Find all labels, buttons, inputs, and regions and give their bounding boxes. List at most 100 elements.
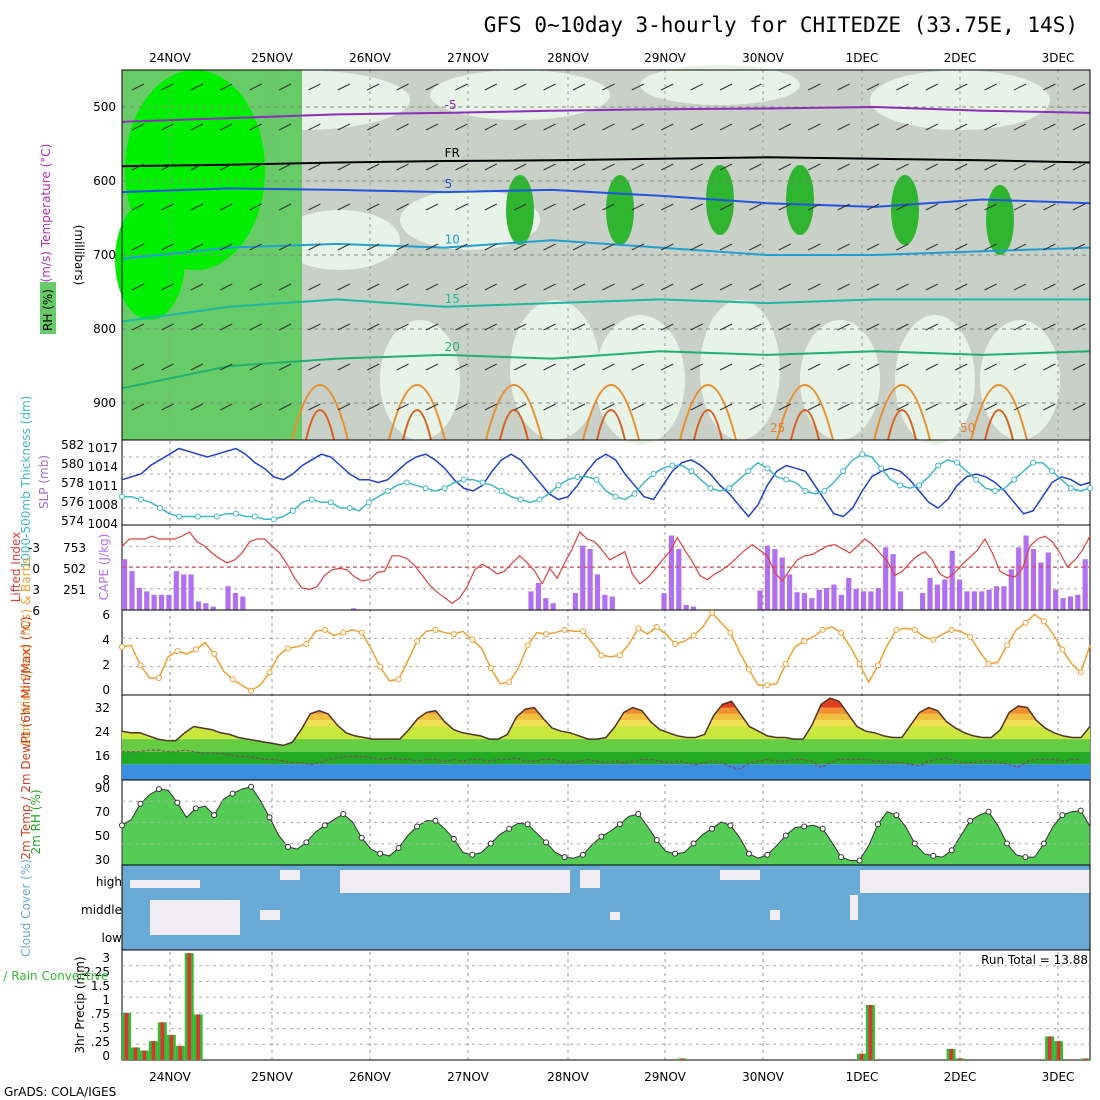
rh-point <box>985 808 992 815</box>
wind-barb <box>337 363 351 371</box>
wind-barb <box>778 403 792 411</box>
cape-bar <box>942 579 948 610</box>
wind-barb <box>984 243 997 251</box>
rh-moist-cell <box>506 175 534 245</box>
wind-barb <box>337 403 351 411</box>
wind-barb <box>131 403 145 411</box>
rh-point <box>155 786 162 793</box>
wind-barb <box>484 403 498 411</box>
slp-panel-frame <box>121 439 1091 526</box>
temp-band <box>122 739 1090 752</box>
cape-bar <box>1016 547 1022 610</box>
rh-point <box>506 825 513 832</box>
rh-point <box>303 839 310 846</box>
cape-bar <box>979 591 985 610</box>
wind-barb <box>513 123 527 131</box>
pressure-tick: 800 <box>93 322 116 336</box>
contour-label: 20 <box>445 340 460 354</box>
wind-barb <box>896 283 909 291</box>
wind-speed-line-point <box>838 629 845 636</box>
wind-barb <box>455 403 468 411</box>
wind-barb <box>954 363 968 371</box>
wind-barb <box>749 163 762 171</box>
wind-barb <box>778 123 792 131</box>
wind-barb <box>984 163 997 171</box>
cape-bar <box>890 554 896 610</box>
wind-barb <box>896 243 909 251</box>
wind-barb <box>837 163 850 171</box>
cape-bar <box>203 603 209 610</box>
precip-convective-bar <box>169 1034 174 1060</box>
cloud-clear-mid <box>150 900 240 935</box>
wind-barb <box>925 123 939 131</box>
date-label-bottom: 30NOV <box>742 1070 784 1084</box>
wind-barb <box>1043 123 1056 131</box>
wind-barb <box>484 123 498 131</box>
contour-label: FR <box>445 146 460 160</box>
thickness-line-point <box>289 507 296 514</box>
cape-bar <box>846 577 852 610</box>
precip-tick: 3 <box>102 951 110 965</box>
cape-bar <box>934 584 940 610</box>
wind-barb <box>866 123 880 131</box>
wind-barb <box>837 363 850 371</box>
thickness-line-point <box>213 513 220 520</box>
wind-barb <box>249 403 262 411</box>
rh-point <box>358 834 365 841</box>
wind-barb <box>719 83 733 91</box>
li-tick: 3 <box>32 583 40 597</box>
cape-bar <box>816 589 822 610</box>
contour-label: 5 <box>445 177 453 191</box>
precip-panel-frame <box>121 949 1091 1061</box>
contour-label: 10 <box>445 233 460 247</box>
run-total: Run Total = 13.88 <box>981 953 1088 967</box>
precip-axis-label: 3hr Precip (mm) <box>73 956 87 1053</box>
rh-point <box>856 857 863 864</box>
thickness-line-point <box>346 505 353 511</box>
date-label-top: 27NOV <box>447 51 489 65</box>
wind-barb <box>1013 203 1027 211</box>
wind-barb <box>631 323 645 331</box>
li-tick: -3 <box>28 541 40 555</box>
thickness-line-point <box>251 513 258 520</box>
precip-convective-bar <box>196 1014 200 1060</box>
wind-barb <box>984 323 997 331</box>
warm-contour <box>984 409 1014 441</box>
wind-barb <box>249 203 262 211</box>
wind-barb <box>278 363 292 371</box>
wind-barb <box>925 243 939 251</box>
wind-barb <box>690 123 703 131</box>
wind-barb <box>896 123 909 131</box>
date-label-bottom: 25NOV <box>251 1070 293 1084</box>
thickness-line-point <box>916 482 923 489</box>
wind-barb <box>690 243 703 251</box>
wind-barb <box>866 323 880 331</box>
wind-barb <box>425 123 439 131</box>
cloud-clear-high <box>720 870 760 880</box>
thickness-tick: 576 <box>61 495 84 509</box>
wind-barb <box>602 403 615 411</box>
wind-barb <box>866 203 880 211</box>
wind-barb <box>954 403 968 411</box>
wind-barb <box>278 243 292 251</box>
wind-barb <box>954 283 968 291</box>
cape-bar <box>173 571 179 610</box>
wind-barb <box>866 163 880 171</box>
wind-barb <box>1072 123 1086 131</box>
wind-barb <box>690 163 703 171</box>
cape-bar <box>1075 594 1081 610</box>
wind-barb <box>337 323 351 331</box>
precip-convective-bar <box>1056 1041 1061 1060</box>
temp-band <box>122 707 1090 714</box>
thickness-line-point <box>631 490 638 497</box>
wind-speed-line-point <box>1022 619 1029 626</box>
cape-axis-label: CAPE (J/kg) <box>97 534 111 601</box>
wind-barb <box>778 163 792 171</box>
wind-barb <box>1013 283 1027 291</box>
wind-speed-line-point <box>506 679 513 686</box>
rh-point <box>745 850 752 857</box>
wind-barb <box>396 203 409 211</box>
wind-barb <box>954 243 968 251</box>
wind-barb <box>807 243 821 251</box>
wind-barb <box>572 83 586 91</box>
